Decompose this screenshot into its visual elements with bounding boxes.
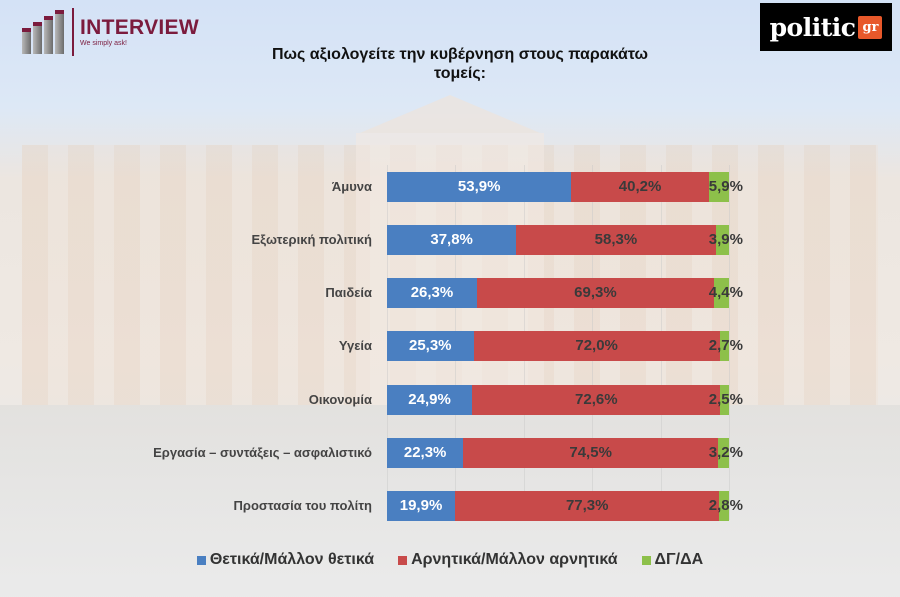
bar-segment-negative: 72,0% (473, 331, 720, 361)
data-label: 2,5% (708, 391, 743, 408)
category-label: Παιδεία (325, 285, 372, 300)
bar-segment-negative: 74,5% (463, 438, 719, 468)
data-label: 72,0% (575, 337, 618, 354)
bar-segment-negative: 77,3% (455, 491, 720, 521)
bar-segment-negative: 58,3% (516, 225, 716, 255)
category-label: Προστασία του πολίτη (233, 498, 372, 513)
interview-logo: INTERVIEW We simply ask! (22, 6, 199, 58)
data-label: 19,9% (399, 497, 443, 514)
legend-label-positive: Θετικά/Μάλλον θετικά (209, 551, 375, 568)
data-label: 3,2% (708, 444, 743, 461)
bar-segment-dont-know: 4,4% (709, 278, 743, 308)
data-label: 37,8% (430, 231, 473, 248)
data-label: 53,9% (457, 178, 501, 195)
category-label: Οικονομία (308, 392, 372, 407)
stacked-bar: 24,9% 72,6% 2,5% (387, 385, 743, 415)
bar-segment-positive: 25,3% (387, 331, 474, 361)
bar-segment-dont-know: 3,2% (709, 438, 743, 468)
bar-segment-negative: 40,2% (571, 172, 709, 202)
chart-row: Υγεία 25,3% 72,0% 2,7% (0, 331, 900, 361)
bar-segment-positive: 53,9% (387, 172, 572, 202)
politic-gr-logo: politic gr (760, 3, 892, 51)
bar-segment-negative: 69,3% (476, 278, 714, 308)
legend-item-dont-know: ΔΓ/ΔΑ (641, 551, 704, 569)
category-label: Εργασία – συντάξεις – ασφαλιστικό (153, 445, 372, 460)
data-label: 2,7% (708, 337, 743, 354)
bar-segment-dont-know: 2,8% (709, 491, 743, 521)
interview-logo-tagline: We simply ask! (80, 40, 127, 47)
chart-title: Πως αξιολογείτε την κυβέρνηση στους παρα… (200, 45, 720, 83)
data-label: 72,6% (575, 391, 618, 408)
legend-swatch-red-icon (398, 555, 408, 565)
chart-row: Οικονομία 24,9% 72,6% 2,5% (0, 385, 900, 415)
bar-segment-dont-know: 2,5% (709, 385, 743, 415)
stacked-bar: 26,3% 69,3% 4,4% (387, 278, 743, 308)
bar-segment-positive: 22,3% (387, 438, 464, 468)
legend-label-negative: Αρνητικά/Μάλλον αρνητικά (411, 551, 618, 568)
bar-segment-positive: 37,8% (387, 225, 517, 255)
category-label: Υγεία (338, 338, 372, 353)
data-label: 25,3% (408, 337, 452, 354)
chart-row: Παιδεία 26,3% 69,3% 4,4% (0, 278, 900, 308)
data-label: 26,3% (410, 284, 454, 301)
stacked-bar: 19,9% 77,3% 2,8% (387, 491, 743, 521)
bar-segment-positive: 24,9% (387, 385, 473, 415)
data-label: 3,9% (708, 231, 743, 248)
category-label: Εξωτερική πολιτική (251, 232, 373, 247)
background-pediment (360, 95, 540, 133)
gridline (729, 165, 730, 520)
chart-row: Άμυνα 53,9% 40,2% 5,9% (0, 172, 900, 202)
bar-segment-positive: 26,3% (387, 278, 477, 308)
chart-row: Προστασία του πολίτη 19,9% 77,3% 2,8% (0, 491, 900, 521)
stacked-bar: 22,3% 74,5% 3,2% (387, 438, 743, 468)
bar-segment-dont-know: 3,9% (709, 225, 743, 255)
chart-legend: Θετικά/Μάλλον θετικά Αρνητικά/Μάλλον αρν… (0, 551, 900, 569)
chart-row: Εξωτερική πολιτική 37,8% 58,3% 3,9% (0, 225, 900, 255)
data-label: 74,5% (569, 444, 612, 461)
bar-segment-positive: 19,9% (387, 491, 456, 521)
data-label: 4,4% (708, 284, 743, 301)
politic-logo-word: politic (769, 12, 856, 42)
legend-label-dont-know: ΔΓ/ΔΑ (654, 551, 704, 568)
data-label: 2,8% (708, 497, 743, 514)
stacked-bar: 37,8% 58,3% 3,9% (387, 225, 743, 255)
data-label: 58,3% (594, 231, 638, 248)
logo-divider (72, 8, 74, 56)
data-label: 22,3% (403, 444, 447, 461)
bar-segment-dont-know: 2,7% (709, 331, 743, 361)
bar-segment-negative: 72,6% (472, 385, 721, 415)
politic-logo-suffix: gr (858, 15, 883, 39)
data-label: 40,2% (618, 178, 662, 195)
data-label: 24,9% (408, 391, 451, 408)
bar-chart-logo-icon (22, 10, 64, 54)
data-label: 5,9% (708, 178, 743, 195)
category-label: Άμυνα (331, 179, 372, 194)
legend-swatch-blue-icon (196, 555, 206, 565)
chart-row: Εργασία – συντάξεις – ασφαλιστικό 22,3% 74… (0, 438, 900, 468)
stacked-bar: 53,9% 40,2% 5,9% (387, 172, 743, 202)
legend-item-negative: Αρνητικά/Μάλλον αρνητικά (398, 551, 618, 569)
bar-segment-dont-know: 5,9% (709, 172, 743, 202)
interview-logo-title: INTERVIEW (80, 16, 199, 39)
legend-swatch-green-icon (641, 555, 651, 565)
legend-item-positive: Θετικά/Μάλλον θετικά (196, 551, 375, 569)
data-label: 69,3% (574, 284, 617, 301)
stacked-bar: 25,3% 72,0% 2,7% (387, 331, 743, 361)
chart-title-line-1: Πως αξιολογείτε την κυβέρνηση στους παρα… (271, 46, 649, 63)
data-label: 77,3% (565, 497, 609, 514)
chart-title-line-2: τομείς: (434, 65, 486, 82)
